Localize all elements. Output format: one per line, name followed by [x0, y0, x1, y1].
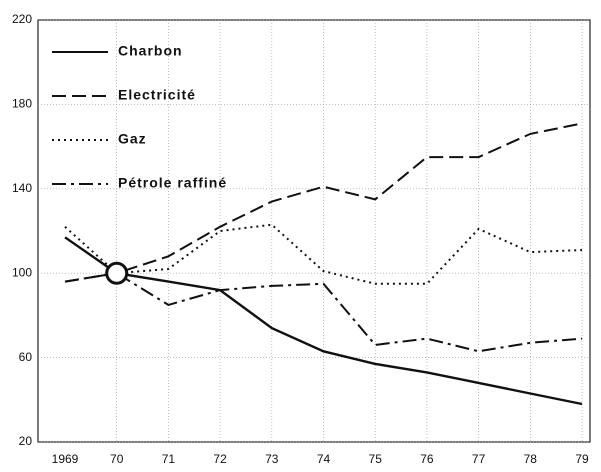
y-tick-label: 100 [12, 265, 32, 279]
series-line [64, 223, 583, 285]
x-tick-label: 70 [110, 452, 124, 466]
legend-label: Electricité [118, 87, 196, 103]
x-tick-label: 73 [265, 452, 279, 466]
y-tick-label: 20 [19, 434, 33, 448]
y-tick-label: 60 [19, 350, 33, 364]
y-tick-label: 180 [12, 97, 32, 111]
y-tick-label: 140 [12, 181, 32, 195]
x-tick-label: 1969 [52, 452, 79, 466]
x-tick-label: 74 [317, 452, 331, 466]
x-tick-label: 75 [369, 452, 383, 466]
x-tick-label: 77 [472, 452, 486, 466]
y-tick-label: 220 [12, 12, 32, 26]
legend-label: Charbon [118, 43, 183, 59]
series-line [64, 272, 583, 353]
x-tick-label: 71 [162, 452, 176, 466]
series-line [64, 236, 583, 406]
series-line [64, 122, 583, 283]
legend-label: Pétrole raffiné [118, 175, 227, 191]
base-marker [105, 261, 129, 285]
x-tick-label: 72 [213, 452, 227, 466]
plot-frame [37, 19, 591, 443]
x-tick-label: 79 [575, 452, 589, 466]
x-tick-label: 76 [420, 452, 434, 466]
legend-label: Gaz [118, 131, 147, 147]
x-tick-label: 78 [524, 452, 538, 466]
